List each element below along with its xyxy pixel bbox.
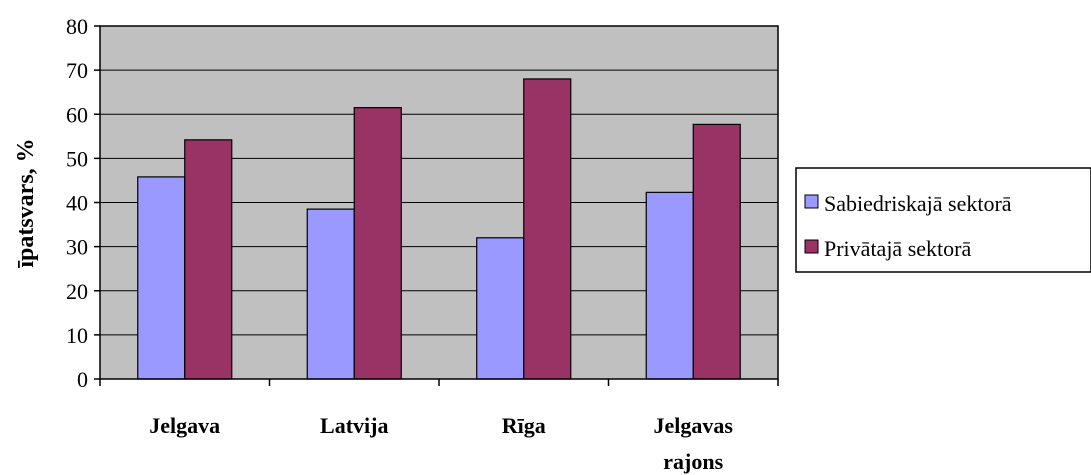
bar-privataja	[692, 123, 741, 380]
y-tick-label: 40	[66, 191, 88, 216]
legend-swatch-privataja	[804, 239, 819, 254]
y-tick-label: 50	[66, 146, 88, 171]
y-axis-title: īpatsvars, %	[13, 138, 39, 268]
y-tick-label: 60	[66, 102, 88, 127]
y-tick-label: 0	[77, 367, 88, 392]
y-axis-ticks: 0 10 20 30 40 50 60 70 80	[66, 14, 779, 392]
legend-swatch-sabiedriskaja	[804, 194, 819, 209]
y-tick-label: 30	[66, 235, 88, 260]
legend-label-privataja: Privātajā sektorā	[824, 236, 971, 261]
bar-privataja	[184, 139, 233, 380]
x-category-label: rajons	[663, 449, 723, 474]
bar-privataja	[353, 107, 402, 380]
x-category-label: Rīga	[502, 413, 546, 438]
legend: Sabiedriskajā sektorā Privātajā sektorā	[795, 167, 1091, 273]
y-tick-label: 10	[66, 323, 88, 348]
y-tick-label: 70	[66, 58, 88, 83]
x-category-label: Jelgava	[149, 413, 220, 438]
bar-privataja	[523, 78, 572, 380]
legend-label-sabiedriskaja: Sabiedriskajā sektorā	[824, 191, 1012, 216]
x-category-label: Latvija	[320, 413, 388, 438]
bar-sabiedriskaja	[645, 191, 694, 380]
x-axis-labels: Jelgava Latvija Rīga Jelgavas rajons	[149, 413, 733, 474]
bar-sabiedriskaja	[476, 237, 525, 380]
y-tick-label: 20	[66, 279, 88, 304]
x-category-label: Jelgavas	[654, 413, 734, 438]
legend-box	[795, 167, 1091, 273]
bar-sabiedriskaja	[306, 208, 355, 380]
y-tick-label: 80	[66, 14, 88, 39]
bar-sabiedriskaja	[137, 176, 186, 380]
